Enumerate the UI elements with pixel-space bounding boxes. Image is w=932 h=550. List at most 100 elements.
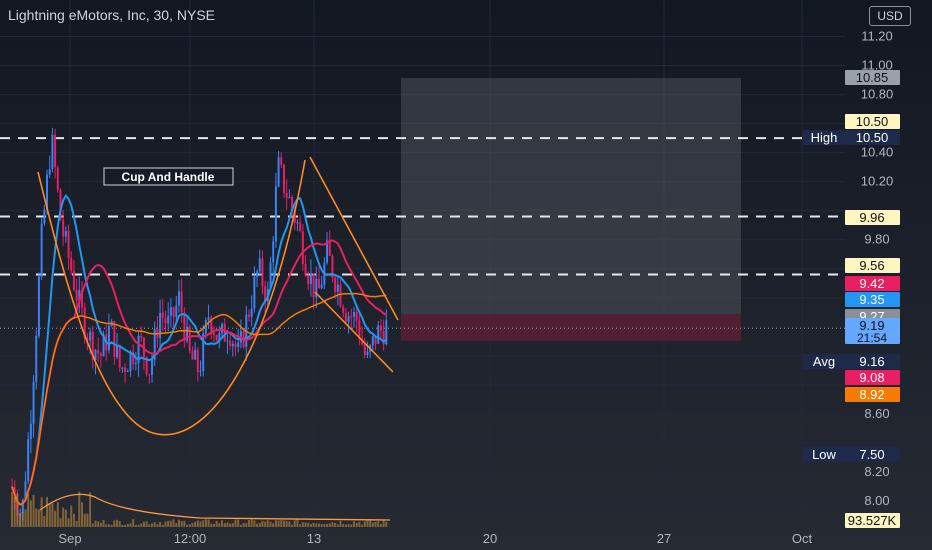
- volume-bar: [113, 520, 116, 527]
- candle-body: [81, 290, 84, 308]
- price-tag-label: High: [811, 130, 838, 145]
- candle-body: [256, 271, 259, 277]
- volume-bar: [172, 519, 175, 527]
- volume-ma-line: [39, 493, 391, 521]
- candle-body: [344, 312, 347, 322]
- stop-zone: [401, 314, 741, 341]
- candle-body: [59, 189, 62, 220]
- candle-body: [320, 284, 323, 289]
- candle-body: [140, 335, 143, 338]
- candle-body: [366, 351, 369, 356]
- candle-body: [175, 305, 178, 318]
- volume-bar: [110, 524, 113, 527]
- volume-bar: [239, 524, 242, 527]
- price-label-box: [845, 114, 900, 129]
- candle-body: [280, 157, 283, 165]
- volume-bar: [102, 519, 105, 527]
- volume-bar: [247, 520, 250, 527]
- volume-bar: [59, 518, 62, 527]
- volume-bar: [212, 523, 215, 527]
- candle-body: [35, 335, 38, 382]
- candle-body: [377, 325, 380, 344]
- candle-body: [145, 357, 148, 375]
- candle-body: [350, 316, 353, 318]
- candle-body: [169, 307, 172, 316]
- price-label-value: 9.56: [859, 258, 884, 273]
- candle-body: [67, 231, 70, 258]
- candle-body: [72, 270, 75, 290]
- volume-bar: [140, 523, 143, 527]
- handle-upper-line: [309, 156, 399, 321]
- volume-bar: [312, 522, 315, 527]
- volume-bar: [121, 524, 124, 527]
- volume-bar: [350, 524, 353, 527]
- y-tick-label: 8.00: [864, 493, 889, 508]
- currency-badge[interactable]: USD: [869, 6, 911, 26]
- price-label-value: 9.96: [859, 210, 884, 225]
- candle-body: [234, 343, 237, 348]
- candle-body: [27, 439, 30, 482]
- volume-bar: [317, 523, 320, 527]
- candle-body: [194, 349, 197, 360]
- price-label-box: [845, 276, 900, 291]
- candle-body: [312, 273, 315, 298]
- candle-body: [336, 284, 339, 292]
- candle-body: [347, 316, 350, 322]
- candle-body: [307, 275, 310, 284]
- candle-body: [352, 312, 355, 317]
- volume-bar: [67, 518, 70, 527]
- candle-body: [258, 258, 261, 272]
- candle-body: [304, 264, 307, 276]
- volume-bar: [124, 524, 127, 527]
- price-label-box: [845, 318, 900, 344]
- volume-bar: [19, 514, 22, 527]
- price-label-value: 8.92: [859, 387, 884, 402]
- volume-bar: [186, 524, 189, 527]
- candle-body: [371, 336, 374, 346]
- price-label-value: 9.16: [859, 354, 884, 369]
- price-label-box: [845, 387, 900, 402]
- price-label-box: [845, 210, 900, 225]
- candle-body: [204, 320, 207, 334]
- price-label-value: 9.42: [859, 276, 884, 291]
- candle-body: [231, 343, 234, 347]
- volume-bar: [145, 521, 148, 527]
- price-label-value: 93.527K: [848, 513, 897, 528]
- candle-body: [118, 345, 121, 368]
- price-tag-label: Avg: [813, 354, 835, 369]
- candle-body: [75, 289, 78, 301]
- candle-body: [89, 331, 92, 341]
- candle-body: [126, 370, 129, 372]
- price-label-value: 10.50: [856, 130, 889, 145]
- price-label-box: [845, 513, 900, 528]
- y-tick-label: 8.20: [864, 464, 889, 479]
- candle-body: [46, 174, 49, 210]
- volume-bar: [323, 524, 326, 527]
- volume-bar: [32, 494, 35, 527]
- candle-body: [272, 241, 275, 263]
- candle-body: [159, 312, 162, 339]
- volume-bar: [207, 519, 210, 527]
- price-label-box: [845, 447, 900, 462]
- volume-bar: [382, 519, 385, 527]
- price-label-value: 9.35: [859, 292, 884, 307]
- volume-bar: [218, 523, 221, 527]
- volume-bar: [234, 519, 237, 527]
- volume-bar: [134, 524, 137, 527]
- volume-bar: [167, 520, 170, 527]
- pattern-label-box: [103, 167, 234, 186]
- candle-body: [363, 344, 366, 356]
- candle-body: [264, 286, 267, 302]
- candle-body: [43, 209, 46, 224]
- volume-bar: [177, 519, 180, 527]
- price-tag-box: [803, 130, 845, 145]
- candle-body: [334, 277, 337, 292]
- candle-body: [212, 332, 215, 335]
- candle-body: [379, 325, 382, 331]
- candle-body: [188, 326, 191, 351]
- volume-bar: [137, 524, 140, 527]
- volume-bar: [164, 521, 167, 527]
- candle-body: [62, 219, 65, 237]
- price-label-value: 10.50: [856, 114, 889, 129]
